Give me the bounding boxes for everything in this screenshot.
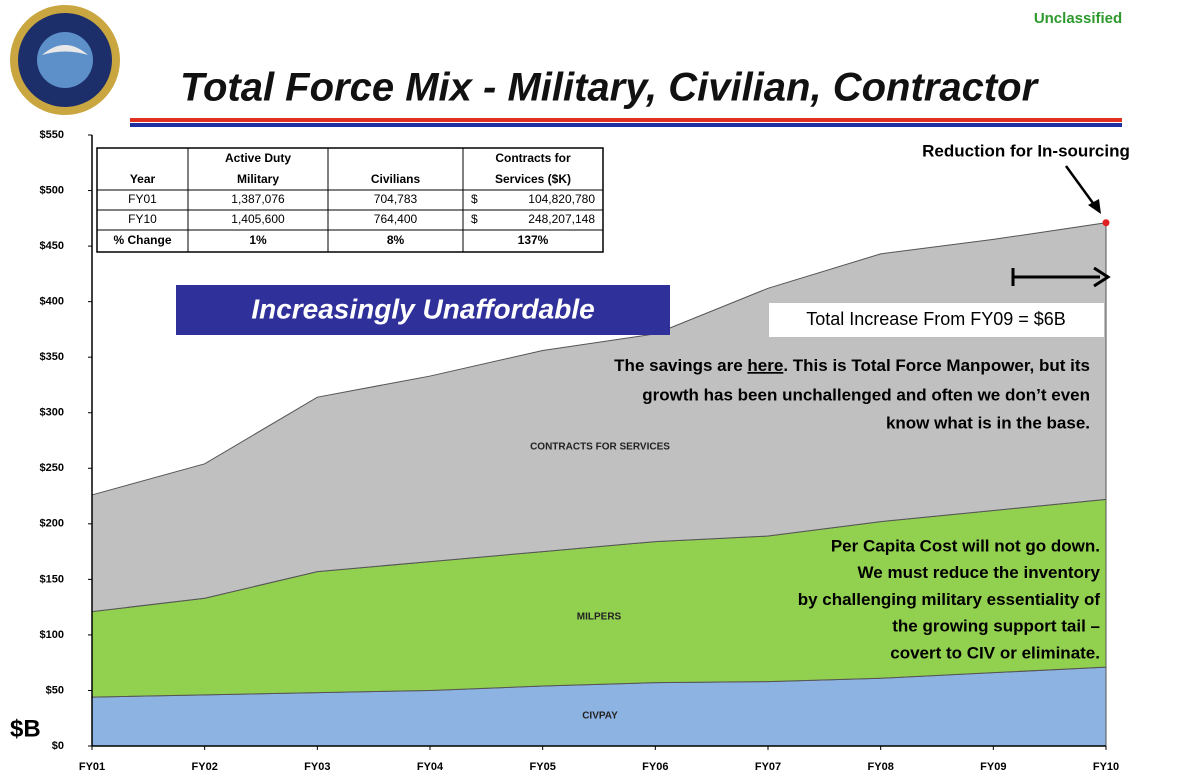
x-tick-label: FY01 bbox=[79, 761, 105, 773]
increase-arrow-head bbox=[1093, 266, 1111, 288]
area-label: MILPERS bbox=[577, 612, 622, 623]
table-cell: 137% bbox=[518, 233, 549, 247]
savings-line: The savings are here. This is Total Forc… bbox=[614, 356, 1090, 375]
table-cell: 764,400 bbox=[374, 212, 418, 226]
table-header: Active Duty bbox=[225, 151, 291, 165]
table-cell: % Change bbox=[113, 233, 171, 247]
y-tick-label: $200 bbox=[40, 518, 64, 530]
area-label: CIVPAY bbox=[582, 711, 618, 722]
title-rule-blue bbox=[130, 123, 1122, 127]
table-cell: 1% bbox=[249, 233, 267, 247]
y-tick-label: $450 bbox=[40, 240, 64, 252]
table-header: Civilians bbox=[371, 172, 421, 186]
x-tick-label: FY08 bbox=[868, 761, 894, 773]
y-tick-label: $400 bbox=[40, 296, 64, 308]
y-tick-label: $300 bbox=[40, 407, 64, 419]
table-cell: FY01 bbox=[128, 192, 157, 206]
title-rule-red bbox=[130, 118, 1122, 122]
savings-line: growth has been unchallenged and often w… bbox=[642, 385, 1090, 404]
table-cell: $ bbox=[471, 212, 478, 226]
increase: Total Increase From FY09 = $6B bbox=[806, 309, 1066, 329]
per-capita-line: covert to CIV or eliminate. bbox=[890, 643, 1100, 662]
table-header: Contracts for bbox=[495, 151, 571, 165]
per-capita-line: by challenging military essentiality of bbox=[798, 590, 1101, 609]
y-tick-label: $50 bbox=[46, 684, 64, 696]
table-cell: 1,387,076 bbox=[231, 192, 285, 206]
table-header: Year bbox=[130, 172, 156, 186]
per-capita-line: Per Capita Cost will not go down. bbox=[831, 536, 1100, 555]
x-tick-label: FY06 bbox=[642, 761, 668, 773]
x-tick-label: FY02 bbox=[192, 761, 218, 773]
seal bbox=[10, 5, 120, 115]
x-tick-label: FY05 bbox=[530, 761, 556, 773]
table-cell: $ bbox=[471, 192, 478, 206]
banner-box bbox=[176, 285, 670, 335]
increase-box bbox=[769, 303, 1104, 337]
area-label: CONTRACTS FOR SERVICES bbox=[530, 442, 670, 453]
table-header: Services ($K) bbox=[495, 172, 571, 186]
x-tick-label: FY03 bbox=[304, 761, 330, 773]
reduction-point bbox=[1102, 219, 1110, 227]
seal-center bbox=[37, 32, 93, 88]
x-tick-label: FY09 bbox=[980, 761, 1006, 773]
savings-part: here bbox=[747, 356, 783, 375]
reduction-arrow-head bbox=[1088, 199, 1101, 214]
y-tick-label: $100 bbox=[40, 629, 64, 641]
y-tick-label: $500 bbox=[40, 184, 64, 196]
y-tick-label: $250 bbox=[40, 462, 64, 474]
x-tick-label: FY07 bbox=[755, 761, 781, 773]
reduction-label: Reduction for In-sourcing bbox=[922, 141, 1130, 160]
x-tick-label: FY10 bbox=[1093, 761, 1119, 773]
y-tick-label: $150 bbox=[40, 573, 64, 585]
y-unit-label: $B bbox=[10, 715, 41, 742]
x-tick-label: FY04 bbox=[417, 761, 444, 773]
table-header: Military bbox=[237, 172, 279, 186]
y-tick-label: $350 bbox=[40, 351, 64, 363]
table-cell: 1,405,600 bbox=[231, 212, 285, 226]
table-cell: FY10 bbox=[128, 212, 157, 226]
table: Year Active Duty Military Civilians Contract… bbox=[96, 147, 604, 253]
classification: Unclassified bbox=[1034, 10, 1122, 27]
banner: Increasingly Unaffordable bbox=[251, 293, 594, 324]
y-tick-label: $0 bbox=[52, 740, 64, 752]
table-cell: 104,820,780 bbox=[528, 192, 595, 206]
annotations: Increasingly Unaffordable Total Increase … bbox=[176, 141, 1130, 662]
seal-eagle bbox=[42, 45, 88, 55]
chart-title: Total Force Mix - Military, Civilian, Co… bbox=[180, 66, 1040, 110]
table-bg bbox=[96, 147, 604, 253]
table-cell: 704,783 bbox=[374, 192, 418, 206]
table-cell: 8% bbox=[387, 233, 405, 247]
table-cell: 248,207,148 bbox=[528, 212, 595, 226]
savings-part: . This is Total Force Manpower, but its bbox=[783, 356, 1090, 375]
per-capita-line: We must reduce the inventory bbox=[858, 563, 1101, 582]
savings-line: know what is in the base. bbox=[886, 413, 1090, 432]
per-capita-line: the growing support tail – bbox=[892, 617, 1100, 636]
y-tick-label: $550 bbox=[40, 129, 64, 141]
savings-part: The savings are bbox=[614, 356, 747, 375]
